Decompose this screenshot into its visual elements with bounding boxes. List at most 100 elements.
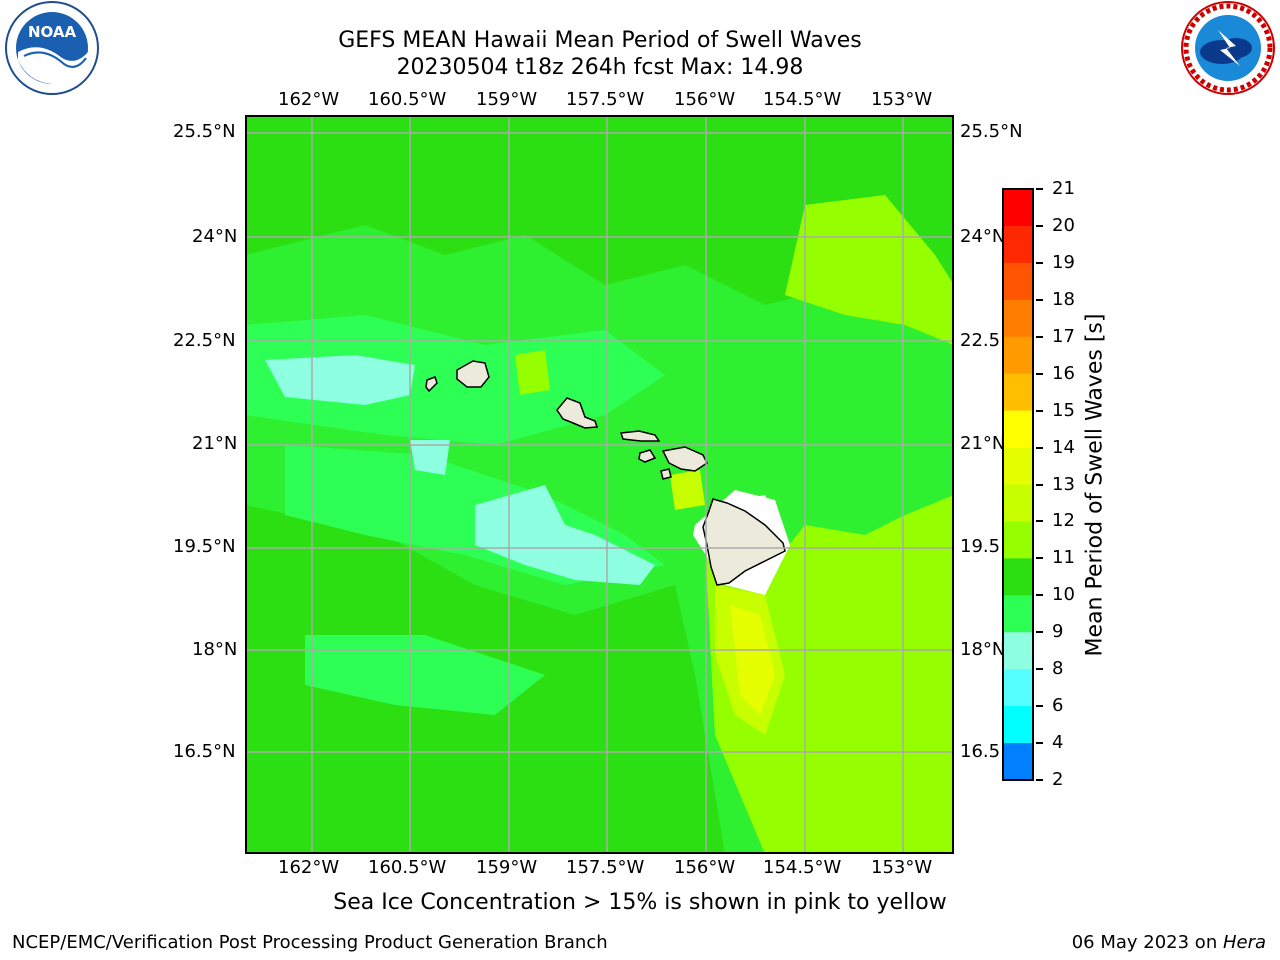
island-lanai [638,449,657,463]
colorbar-swatch [1003,595,1033,633]
page-subtitle: 20230504 t18z 264h fcst Max: 14.98 [396,55,804,80]
lon-label-top: 162°W [278,89,340,110]
lat-label-right: 24°N [960,226,1006,247]
footer-host: Hera [1222,932,1266,953]
colorbar-tick-mark [1036,224,1043,227]
island-kauai [456,360,490,388]
lat-label-right: 25.5°N [960,121,1023,142]
island-maui [661,446,708,472]
colorbar-tick-label: 18 [1052,288,1075,310]
colorbar-tick-label: 2 [1052,769,1064,790]
noaa-logo-icon: NOAA [5,1,99,95]
colorbar-label: Mean Period of Swell Waves [s] [1082,313,1108,657]
lon-label-bottom: 162°W [278,857,340,878]
colorbar-swatch [1003,706,1033,744]
colorbar-tick-mark [1036,335,1043,338]
swell-region-11s [245,115,954,315]
footer-date: 06 May 2023 on Hera [1072,932,1266,953]
lat-label-left: 18°N [192,639,238,660]
footer-credit: NCEP/EMC/Verification Post Processing Pr… [12,932,608,953]
map-panel [245,115,954,854]
colorbar-tick-mark [1036,261,1043,264]
lon-label-top: 159°W [476,89,538,110]
colorbar-tick-mark [1036,188,1043,190]
colorbar-tick-mark [1036,409,1043,412]
lat-label-right: 18°N [960,639,1006,660]
colorbar-tick-label: 4 [1052,732,1064,754]
lon-label-bottom: 160.5°W [368,857,447,878]
colorbar-tick-label: 13 [1052,473,1075,495]
colorbar-tick-mark [1036,631,1043,634]
colorbar-swatch [1003,262,1033,301]
colorbar-tick-label: 9 [1052,621,1064,643]
colorbar-tick-mark [1036,705,1043,708]
colorbar [1002,188,1034,781]
lat-label-right: 16.5 [960,741,1001,762]
lat-label-right: 21°N [960,433,1006,454]
noaa-logo-text: NOAA [28,23,77,41]
map-grid [245,115,954,854]
swell-region-9s-west [265,355,415,405]
sea-ice-note: Sea Ice Concentration > 15% is shown in … [333,890,947,915]
colorbar-tick-label: 14 [1052,436,1075,458]
colorbar-tick-mark [1036,520,1043,523]
colorbar-swatch [1003,632,1033,670]
colorbar-swatch [1003,225,1033,264]
colorbar-tick-label: 6 [1052,695,1064,717]
colorbar-swatch [1003,410,1033,449]
lat-label-left: 19.5°N [173,536,236,557]
swell-region-14s [730,605,775,715]
colorbar-tick-label: 19 [1052,251,1075,273]
colorbar-tick-mark [1036,446,1043,449]
colorbar-tick-mark [1036,298,1043,301]
colorbar-swatch [1003,189,1033,227]
colorbar-swatch [1003,521,1033,559]
map-frame [245,115,954,854]
lon-label-bottom: 157.5°W [566,857,645,878]
footer-date-text: 06 May 2023 on [1071,932,1223,953]
colorbar-swatch [1003,447,1033,485]
lat-label-right: 22.5 [960,330,1001,351]
colorbar-swatch [1003,669,1033,707]
lat-label-right: 19.5 [960,536,1001,557]
nws-logo-icon [1181,1,1275,95]
lon-label-bottom: 156°W [674,857,736,878]
lon-label-top: 153°W [871,89,933,110]
island-hawaii [702,498,786,586]
swell-region-9s-central [475,485,655,585]
colorbar-swatch [1003,484,1033,522]
island-kahoolawe [660,468,672,480]
island-niihau [425,376,438,393]
colorbar-tick-mark [1036,483,1043,486]
page-title: GEFS MEAN Hawaii Mean Period of Swell Wa… [338,28,862,53]
colorbar-swatch [1003,336,1033,375]
colorbar-tick-mark [1036,742,1043,745]
colorbar-frame [1002,188,1034,781]
swell-region-10s-south [305,635,545,715]
colorbar-tick-label: 21 [1052,178,1075,199]
colorbar-swatch [1003,373,1033,412]
lon-label-bottom: 153°W [871,857,933,878]
colorbar-tick-label: 15 [1052,399,1075,421]
island-molokai [619,430,661,442]
lon-label-top: 157.5°W [566,89,645,110]
colorbar-tick-mark [1036,594,1043,597]
swell-region-12s-kauai [515,350,550,395]
colorbar-tick-mark [1036,779,1043,781]
lat-label-left: 24°N [192,226,238,247]
colorbar-tick-label: 12 [1052,510,1075,532]
colorbar-swatch [1003,743,1033,781]
colorbar-tick-mark [1036,372,1043,375]
colorbar-tick-label: 16 [1052,362,1075,384]
lat-label-left: 21°N [192,433,238,454]
lat-label-left: 22.5°N [173,330,236,351]
colorbar-tick-label: 11 [1052,547,1075,569]
lon-label-bottom: 154.5°W [763,857,842,878]
lat-label-left: 25.5°N [173,121,236,142]
island-oahu [556,397,599,429]
lon-label-top: 156°W [674,89,736,110]
colorbar-tick-label: 8 [1052,658,1064,680]
swell-region-13s-maui [670,470,705,510]
colorbar-swatch [1003,299,1033,338]
swell-region-9s-small [410,440,450,475]
